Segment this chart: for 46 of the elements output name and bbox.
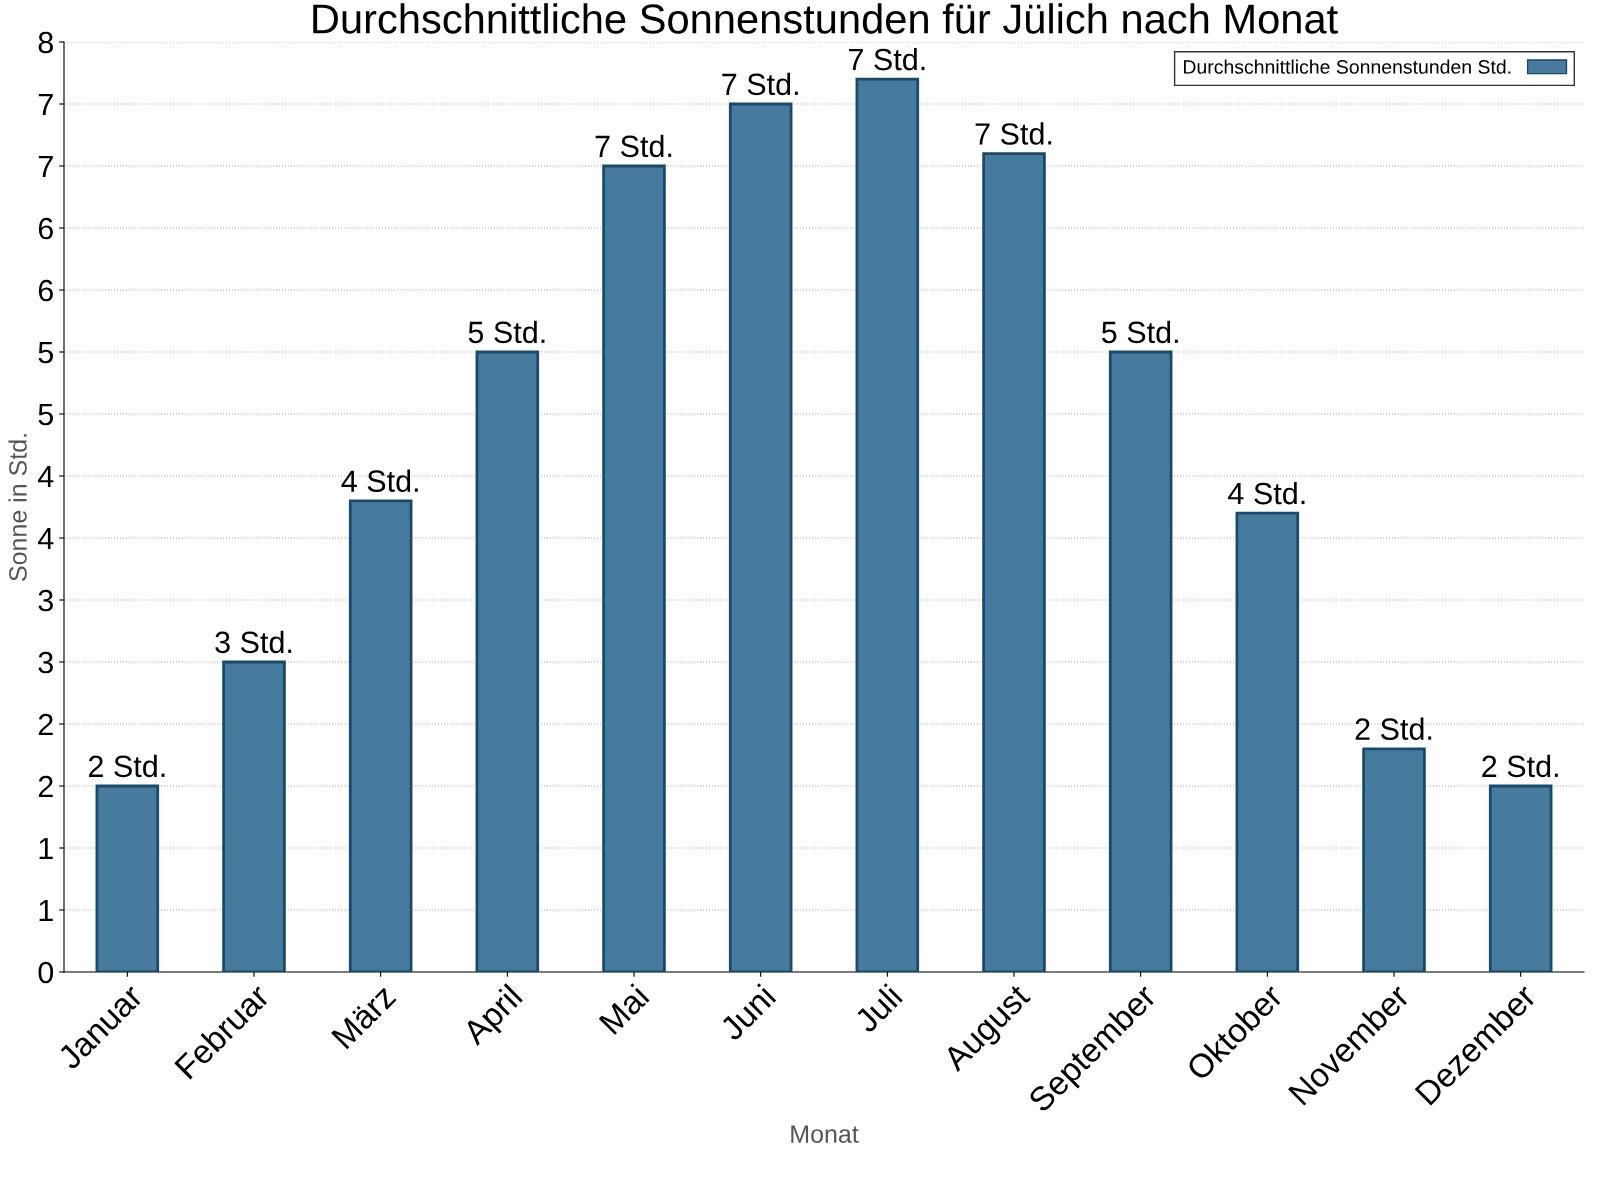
bar <box>348 499 413 972</box>
data-label: 5 Std. <box>468 320 545 344</box>
x-tick-label: Juli <box>852 983 904 1035</box>
y-tick-label: 4 <box>37 466 54 488</box>
bar <box>475 350 540 972</box>
y-tick-label: 7 <box>38 94 53 116</box>
chart-title: Durchschnittliche Sonnenstunden für Jülich nach Monat <box>313 3 1338 34</box>
bar <box>95 784 160 972</box>
data-label: 4 Std. <box>1228 481 1305 505</box>
bar <box>602 164 666 972</box>
legend-label: Durchschnittliche Sonnenstunden Std. <box>1183 59 1511 74</box>
data-label: 2 Std. <box>1355 717 1432 740</box>
data-label: 7 Std. <box>595 134 672 158</box>
bar <box>1362 747 1426 972</box>
y-tick-label: 3 <box>38 589 53 612</box>
data-label: 2 Std. <box>88 754 165 778</box>
data-label: 2 Std. <box>1482 754 1558 778</box>
y-tick-label: 2 <box>38 775 53 798</box>
data-label: 4 Std. <box>341 469 418 492</box>
y-tick-label: 7 <box>38 156 53 178</box>
data-label: 7 Std. <box>722 72 798 96</box>
y-axis-title: Sonne in Std. <box>8 434 27 581</box>
data-label: 3 Std. <box>215 630 292 654</box>
y-tick-label: 6 <box>38 279 53 302</box>
bar <box>1488 784 1553 972</box>
y-tick-label: 2 <box>38 713 53 736</box>
y-tick-label: 8 <box>38 31 53 54</box>
y-tick-label: 1 <box>39 838 53 860</box>
bar <box>222 660 286 972</box>
y-tick-label: 5 <box>38 404 53 426</box>
data-label: 7 Std. <box>848 47 925 71</box>
y-tick-label: 1 <box>39 900 53 922</box>
y-tick-label: 3 <box>38 651 53 674</box>
x-axis-title: Monat <box>791 1125 859 1143</box>
y-tick-label: 4 <box>37 528 54 550</box>
bar <box>1235 511 1300 972</box>
bar <box>855 77 920 972</box>
y-tick-label: 0 <box>38 961 54 984</box>
bar <box>728 102 793 972</box>
x-tick-label: Mai <box>597 983 650 1036</box>
y-tick-label: 6 <box>38 217 53 240</box>
bar <box>1108 350 1173 972</box>
data-label: 7 Std. <box>975 122 1052 145</box>
y-tick-label: 5 <box>38 342 53 364</box>
bar <box>982 152 1046 972</box>
data-label: 5 Std. <box>1101 320 1178 344</box>
